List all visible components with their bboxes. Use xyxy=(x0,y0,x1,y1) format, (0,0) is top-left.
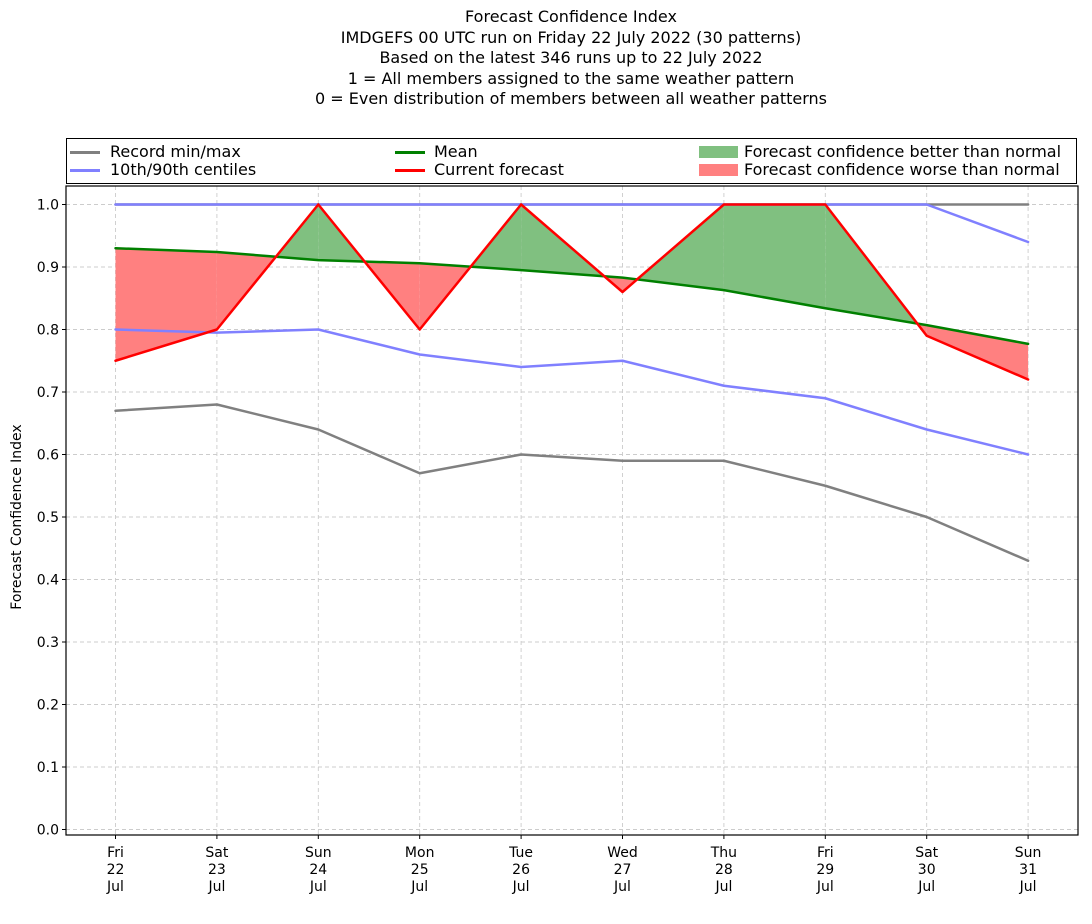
x-tick-label: Jul xyxy=(816,879,834,895)
legend-mean-label: Mean xyxy=(434,142,478,161)
legend-centiles-swatch xyxy=(70,169,100,172)
confidence-fills xyxy=(115,204,1029,380)
x-tick-label: Jul xyxy=(309,879,327,895)
legend-worse-label: Forecast confidence worse than normal xyxy=(744,160,1060,179)
p10-line xyxy=(114,328,1030,456)
legend-better-swatch xyxy=(699,146,738,158)
y-tick-label: 0.0 xyxy=(37,823,59,839)
x-tick-label: Sat xyxy=(205,845,228,861)
y-tick-label: 1.0 xyxy=(37,198,59,214)
x-tick-label: 26 xyxy=(512,862,530,878)
p90-line xyxy=(114,203,1030,244)
x-tick-label: Wed xyxy=(607,845,638,861)
x-tick-label: Jul xyxy=(613,879,631,895)
legend-record-swatch xyxy=(70,151,100,154)
x-tick-label: Sun xyxy=(305,845,332,861)
x-tick-label: Tue xyxy=(508,845,533,861)
y-tick-label: 0.1 xyxy=(37,760,59,776)
x-tick-label: 24 xyxy=(309,862,327,878)
fill-better-than-normal xyxy=(637,204,724,291)
legend-centiles-label: 10th/90th centiles xyxy=(110,160,257,179)
current-forecast-line xyxy=(114,203,1030,381)
x-tick-label: Jul xyxy=(410,879,428,895)
legend-better-label: Forecast confidence better than normal xyxy=(744,142,1062,161)
x-tick-label: Mon xyxy=(405,845,435,861)
legend-current-label: Current forecast xyxy=(434,160,564,179)
chart-title: Forecast Confidence Index IMDGEFS 00 UTC… xyxy=(0,7,1092,110)
legend-worse-swatch xyxy=(699,164,738,176)
x-tick-label: Jul xyxy=(106,879,124,895)
x-tick-label: Jul xyxy=(714,879,732,895)
x-tick-label: Sat xyxy=(915,845,938,861)
x-tick-label: Fri xyxy=(107,845,124,861)
fill-worse-than-normal xyxy=(926,325,1029,380)
x-tick-label: Jul xyxy=(207,879,225,895)
x-tick-label: 25 xyxy=(411,862,429,878)
x-tick-label: 22 xyxy=(107,862,125,878)
y-tick-label: 0.2 xyxy=(37,698,59,714)
legend: Record min/max 10th/90th centiles Mean C… xyxy=(66,138,1077,184)
plot-frame xyxy=(65,185,1079,836)
axes: 0.00.10.20.30.40.50.60.70.80.91.0Fri22Ju… xyxy=(37,185,1079,895)
record-min-line xyxy=(114,403,1030,562)
x-tick-label: Sun xyxy=(1015,845,1042,861)
y-tick-label: 0.5 xyxy=(37,510,59,526)
legend-record-label: Record min/max xyxy=(110,142,241,161)
x-tick-label: 27 xyxy=(614,862,632,878)
title-line-5: 0 = Even distribution of members between… xyxy=(314,89,828,108)
x-tick-label: 28 xyxy=(715,862,733,878)
x-tick-label: Jul xyxy=(917,879,935,895)
x-tick-label: 31 xyxy=(1019,862,1037,878)
x-tick-label: 23 xyxy=(208,862,226,878)
y-axis-label: Forecast Confidence Index xyxy=(9,424,25,610)
x-tick-label: 29 xyxy=(816,862,834,878)
y-tick-label: 0.8 xyxy=(37,323,59,339)
fill-better-than-normal xyxy=(723,204,826,309)
y-tick-label: 0.9 xyxy=(37,260,59,276)
mean-line xyxy=(114,247,1030,346)
title-line-4: 1 = All members assigned to the same wea… xyxy=(347,68,795,88)
title-line-2: IMDGEFS 00 UTC run on Friday 22 July 202… xyxy=(340,27,802,47)
y-tick-label: 0.3 xyxy=(37,635,59,651)
y-tick-label: 0.4 xyxy=(37,573,59,589)
title-line-1: Forecast Confidence Index xyxy=(465,7,677,26)
legend-mean-swatch xyxy=(395,151,425,154)
legend-current-swatch xyxy=(395,169,425,172)
series-lines xyxy=(114,203,1030,562)
x-tick-label: 30 xyxy=(918,862,936,878)
x-tick-label: Jul xyxy=(1019,879,1037,895)
x-tick-label: Fri xyxy=(817,845,834,861)
x-tick-label: Thu xyxy=(710,845,737,861)
y-tick-label: 0.6 xyxy=(37,448,59,464)
x-tick-label: Jul xyxy=(512,879,530,895)
y-tick-label: 0.7 xyxy=(37,385,59,401)
title-line-3: Based on the latest 346 runs up to 22 Ju… xyxy=(379,48,763,67)
